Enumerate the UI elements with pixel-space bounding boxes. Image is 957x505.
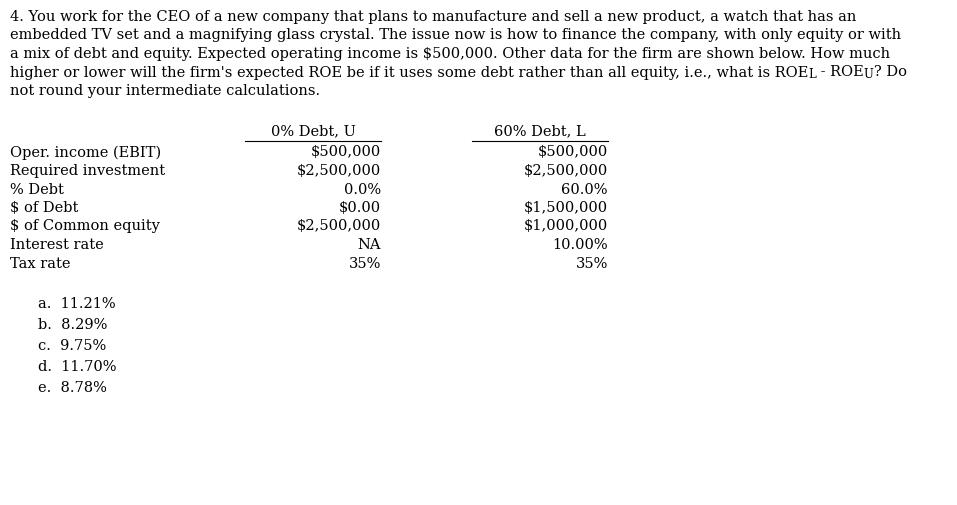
Text: b.  8.29%: b. 8.29%	[38, 318, 107, 332]
Text: Interest rate: Interest rate	[10, 238, 103, 252]
Text: $500,000: $500,000	[538, 145, 608, 160]
Text: not round your intermediate calculations.: not round your intermediate calculations…	[10, 84, 321, 98]
Text: a mix of debt and equity. Expected operating income is $500,000. Other data for : a mix of debt and equity. Expected opera…	[10, 47, 890, 61]
Text: $1,500,000: $1,500,000	[523, 201, 608, 215]
Text: 10.00%: 10.00%	[552, 238, 608, 252]
Text: 35%: 35%	[575, 257, 608, 271]
Text: 4. You work for the CEO of a new company that plans to manufacture and sell a ne: 4. You work for the CEO of a new company…	[10, 10, 857, 24]
Text: $2,500,000: $2,500,000	[523, 164, 608, 178]
Text: $2,500,000: $2,500,000	[297, 220, 381, 233]
Text: % Debt: % Debt	[10, 182, 64, 196]
Text: $1,000,000: $1,000,000	[523, 220, 608, 233]
Text: 35%: 35%	[348, 257, 381, 271]
Text: ? Do: ? Do	[874, 66, 906, 79]
Text: 0.0%: 0.0%	[344, 182, 381, 196]
Text: a.  11.21%: a. 11.21%	[38, 297, 116, 311]
Text: d.  11.70%: d. 11.70%	[38, 360, 117, 374]
Text: 0% Debt, U: 0% Debt, U	[271, 125, 355, 138]
Text: 60.0%: 60.0%	[562, 182, 608, 196]
Text: c.  9.75%: c. 9.75%	[38, 339, 106, 353]
Text: Required investment: Required investment	[10, 164, 166, 178]
Text: L: L	[809, 69, 816, 81]
Text: $500,000: $500,000	[311, 145, 381, 160]
Text: NA: NA	[358, 238, 381, 252]
Text: $2,500,000: $2,500,000	[297, 164, 381, 178]
Text: higher or lower will the firm's expected ROE be if it uses some debt rather than: higher or lower will the firm's expected…	[10, 66, 809, 79]
Text: 60% Debt, L: 60% Debt, L	[494, 125, 586, 138]
Text: embedded TV set and a magnifying glass crystal. The issue now is how to finance : embedded TV set and a magnifying glass c…	[10, 28, 901, 42]
Text: Tax rate: Tax rate	[10, 257, 71, 271]
Text: - ROE: - ROE	[816, 66, 864, 79]
Text: Oper. income (EBIT): Oper. income (EBIT)	[10, 145, 161, 160]
Text: U: U	[864, 69, 874, 81]
Text: e.  8.78%: e. 8.78%	[38, 381, 107, 395]
Text: $ of Debt: $ of Debt	[10, 201, 78, 215]
Text: $ of Common equity: $ of Common equity	[10, 220, 160, 233]
Text: $0.00: $0.00	[339, 201, 381, 215]
